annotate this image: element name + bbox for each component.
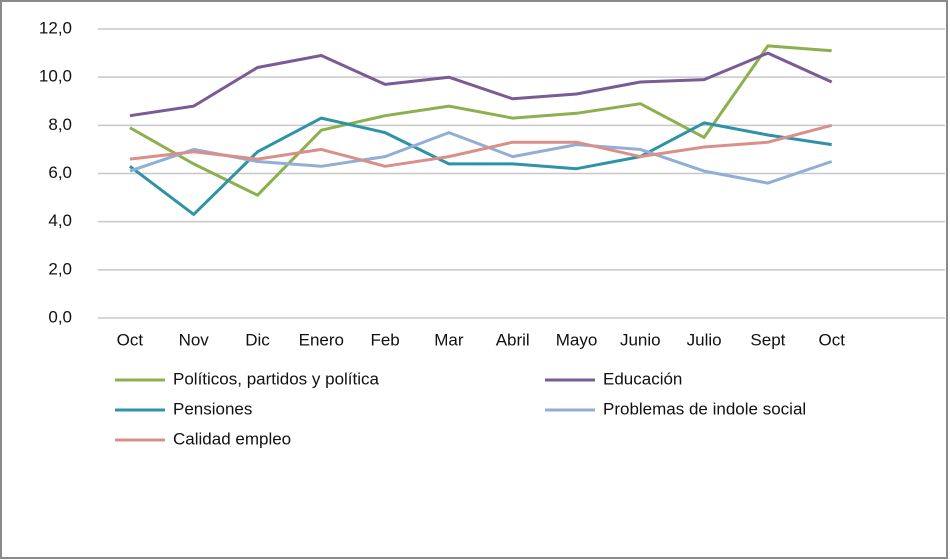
y-tick-label: 2,0 [48, 259, 72, 278]
y-tick-label: 12,0 [39, 18, 72, 37]
x-tick-label: Mayo [556, 330, 598, 349]
y-tick-label: 4,0 [48, 211, 72, 230]
x-tick-label: Dic [245, 330, 270, 349]
legend-label: Pensiones [173, 399, 252, 418]
legend-label: Políticos, partidos y política [173, 369, 380, 388]
y-tick-label: 8,0 [48, 115, 72, 134]
x-tick-label: Abril [496, 330, 530, 349]
x-tick-label: Oct [818, 330, 845, 349]
x-tick-label: Mar [434, 330, 464, 349]
x-tick-label: Feb [370, 330, 399, 349]
x-tick-label: Junio [620, 330, 661, 349]
x-tick-label: Sept [750, 330, 785, 349]
y-tick-label: 0,0 [48, 307, 72, 326]
x-tick-label: Oct [117, 330, 144, 349]
series-line [128, 116, 832, 216]
y-tick-label: 10,0 [39, 67, 72, 86]
legend-label: Educación [603, 369, 682, 388]
x-tick-label: Enero [299, 330, 344, 349]
series-line [129, 51, 833, 118]
series-line [129, 44, 832, 197]
series-line [129, 123, 833, 168]
y-tick-label: 6,0 [48, 163, 72, 182]
series-line [129, 131, 833, 185]
legend-label: Problemas de indole social [603, 399, 806, 418]
x-tick-label: Julio [687, 330, 722, 349]
legend-label: Calidad empleo [173, 429, 291, 448]
x-tick-label: Nov [179, 330, 210, 349]
